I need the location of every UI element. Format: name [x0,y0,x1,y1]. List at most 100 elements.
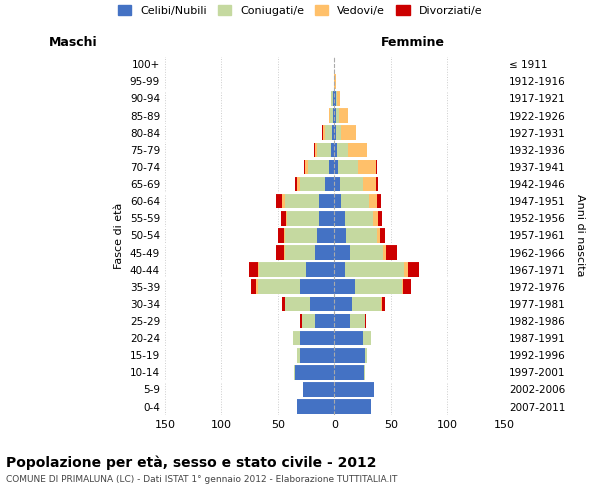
Bar [303,382,334,396]
Bar [297,400,334,414]
Bar [334,126,356,140]
Y-axis label: Anni di nascita: Anni di nascita [575,194,585,276]
Bar [325,126,334,140]
Bar [315,314,334,328]
Bar [301,348,334,362]
Bar [330,108,334,123]
Bar [334,142,337,157]
Bar [334,194,381,208]
Text: COMUNE DI PRIMALUNA (LC) - Dati ISTAT 1° gennaio 2012 - Elaborazione TUTTITALIA.: COMUNE DI PRIMALUNA (LC) - Dati ISTAT 1°… [6,475,397,484]
Bar [334,246,383,260]
Bar [322,126,334,140]
Bar [334,228,380,242]
Bar [303,382,334,396]
Bar [306,262,334,277]
Bar [334,194,370,208]
Bar [334,280,402,294]
Bar [334,126,335,140]
Bar [283,296,334,311]
Bar [317,142,334,157]
Bar [334,296,382,311]
Bar [334,296,385,311]
Bar [334,314,365,328]
Bar [334,194,341,208]
Bar [334,331,371,345]
Bar [302,314,334,328]
Bar [334,228,346,242]
Bar [334,177,362,192]
Bar [334,142,367,157]
Bar [301,314,334,328]
Bar [251,280,334,294]
Bar [332,126,334,140]
Text: Maschi: Maschi [49,36,98,49]
Bar [334,246,397,260]
Bar [284,246,334,260]
Bar [334,228,385,242]
Bar [334,400,371,414]
Bar [256,280,334,294]
Bar [334,365,364,380]
Bar [334,211,379,226]
Bar [314,142,334,157]
Bar [334,246,350,260]
Bar [319,194,334,208]
Bar [334,382,374,396]
Bar [287,211,334,226]
Bar [334,126,356,140]
Bar [331,91,334,106]
Bar [329,160,334,174]
Bar [334,142,367,157]
Bar [334,126,341,140]
Bar [334,382,374,396]
Bar [294,365,334,380]
Bar [257,280,334,294]
Bar [295,365,334,380]
Bar [248,262,334,277]
Bar [334,348,367,362]
Bar [284,228,334,242]
Bar [334,91,335,106]
Bar [334,365,365,380]
Bar [284,296,334,311]
Bar [284,228,334,242]
Bar [297,348,334,362]
Bar [333,108,334,123]
Bar [275,194,334,208]
Bar [334,142,348,157]
Bar [334,262,408,277]
Bar [334,348,367,362]
Bar [303,382,334,396]
Bar [302,314,334,328]
Bar [334,400,371,414]
Bar [297,348,334,362]
Bar [334,228,377,242]
Bar [334,296,352,311]
Bar [257,262,334,277]
Bar [297,400,334,414]
Bar [331,91,334,106]
Bar [303,382,334,396]
Bar [301,177,334,192]
Bar [334,91,337,106]
Bar [329,108,334,123]
Bar [334,331,371,345]
Bar [283,194,334,208]
Bar [334,108,348,123]
Bar [334,91,340,106]
Bar [297,177,334,192]
Bar [334,382,374,396]
Bar [334,348,367,362]
Bar [334,331,371,345]
Bar [284,296,334,311]
Bar [325,177,334,192]
Bar [334,296,381,311]
Bar [334,400,371,414]
Bar [334,177,379,192]
Bar [293,331,334,345]
Bar [334,365,365,380]
Bar [297,348,334,362]
Bar [293,331,334,345]
Bar [334,262,404,277]
Bar [294,365,334,380]
